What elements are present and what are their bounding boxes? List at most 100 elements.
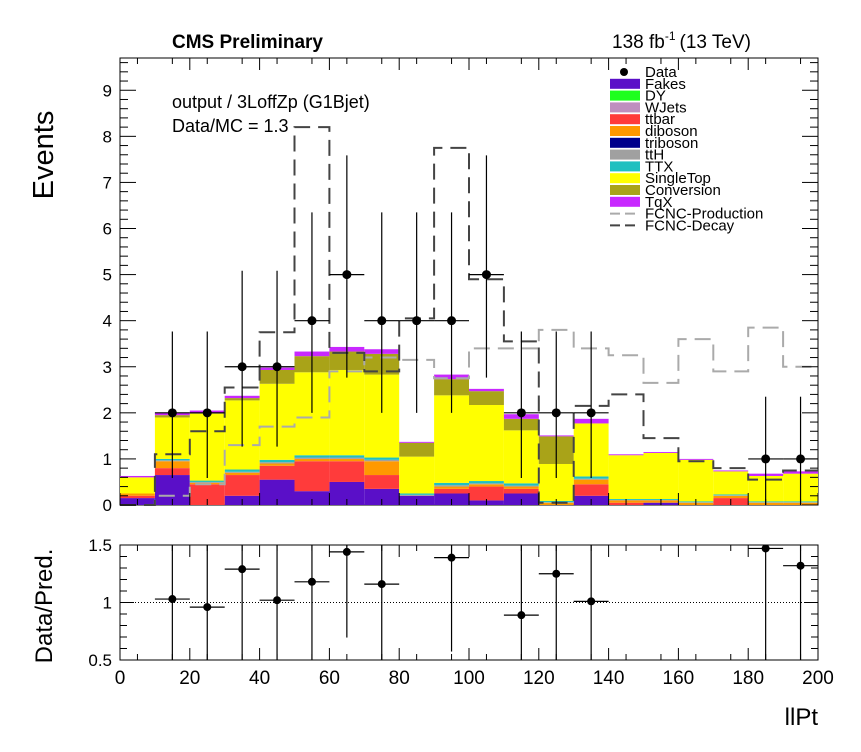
y-tick-label-3: 3	[103, 358, 112, 377]
stack-bar-tth-8	[399, 494, 435, 496]
stack-bar-ttx-4	[259, 459, 295, 463]
y-tick-label-6: 6	[103, 220, 112, 239]
data-point-10	[516, 408, 526, 418]
stack-bar-ttbar-4	[259, 465, 295, 480]
data-point-7	[412, 316, 422, 326]
legend-label-data: Data	[645, 64, 677, 81]
legend-label-fakes: Fakes	[645, 76, 686, 93]
stack-bar-ttx-7	[364, 457, 400, 460]
stack-bar-singletop-0	[120, 477, 155, 494]
x-tick-label-100: 100	[453, 668, 485, 689]
x-axis-label: llPt	[785, 704, 819, 731]
stack-bar-tth-6	[329, 457, 365, 459]
legend: DataFakesDYWJetsttbardibosontribosonttHT…	[610, 64, 763, 234]
stack-bar-fakes-6	[329, 481, 365, 505]
ratio-point-8	[517, 611, 526, 620]
data-layer	[154, 155, 818, 505]
stack-bar-ttbar-11	[503, 488, 539, 494]
legend-marker-conversion	[610, 185, 640, 195]
stack-bar-ttx-6	[329, 455, 365, 458]
ratio-y-tick-label-1.5: 1.5	[88, 536, 112, 555]
x-tick-label-20: 20	[179, 668, 200, 689]
stack-bar-singletop-14	[608, 455, 644, 500]
ratio-y-tick-label-0.5: 0.5	[88, 651, 112, 670]
data-point-1	[202, 408, 212, 418]
data-point-5	[342, 270, 352, 280]
data-point-13	[761, 454, 771, 464]
y-tick-label-2: 2	[103, 404, 112, 423]
stack-bar-ttx-17	[713, 494, 749, 496]
signal-line-fcnc-decay	[120, 126, 818, 506]
stack-bar-tth-4	[259, 462, 295, 464]
stack-bar-ttx-5	[294, 455, 330, 458]
stack-bar-ttx-3	[224, 469, 260, 472]
stack-bar-tqx-17	[713, 470, 749, 472]
legend-marker-tqx	[610, 196, 640, 207]
y-tick-label-8: 8	[103, 127, 112, 146]
signal-line-fcnc-production	[120, 326, 818, 506]
stack-bar-diboson-17	[713, 495, 749, 499]
stack-bar-singletop-10	[469, 405, 504, 482]
stack-bar-ttbar-13	[573, 484, 609, 496]
stack-bar-singletop-8	[399, 456, 435, 494]
stack-bar-ttx-8	[399, 493, 435, 495]
data-point-0	[167, 408, 177, 418]
signal-layer	[120, 126, 818, 506]
legend-marker-dy	[610, 90, 640, 101]
stack-bar-tth-3	[224, 471, 260, 473]
data-mc-label: Data/MC = 1.3	[172, 116, 289, 136]
stack-bar-ttbar-0	[120, 495, 155, 499]
x-tick-label-120: 120	[523, 668, 555, 689]
stack-bar-diboson-11	[503, 486, 539, 489]
stack-bar-tqx-8	[399, 441, 435, 443]
legend-marker-diboson	[610, 126, 640, 136]
y-tick-label-9: 9	[103, 81, 112, 100]
legend-marker-ttx	[610, 161, 640, 172]
y-tick-label-0: 0	[103, 496, 112, 515]
ratio-point-4	[307, 577, 316, 586]
x-tick-label-60: 60	[319, 668, 340, 689]
x-tick-label-200: 200	[802, 668, 834, 689]
data-point-2	[237, 362, 247, 372]
experiment-label: CMS Preliminary	[172, 32, 323, 53]
stack-bar-diboson-9	[434, 486, 469, 489]
stack-bar-ttbar-6	[329, 461, 365, 482]
main-plot-panel: 0 1 2 3 4 5 6 7 8 9 output / 3LoffZp (G1Bjet) Dat…	[28, 57, 819, 515]
stack-bar-singletop-17	[713, 471, 749, 495]
stack-bar-diboson-7	[364, 461, 400, 476]
stack-bar-tth-5	[294, 457, 330, 459]
stack-bar-conversion-8	[399, 442, 435, 457]
stack-bar-diboson-13	[573, 479, 609, 485]
legend-label-fcnc-decay: FCNC-Decay	[645, 217, 735, 234]
y-axis-label: Events	[28, 111, 60, 200]
y-tick-label-5: 5	[103, 266, 112, 285]
main-axes: 0 1 2 3 4 5 6 7 8 9	[103, 58, 819, 515]
legend-marker-data	[620, 68, 628, 76]
legend-label-tqx: TqX	[645, 194, 673, 211]
data-point-8	[447, 316, 457, 326]
legend-label-triboson: triboson	[645, 135, 698, 152]
stack-bar-diboson-6	[329, 458, 365, 462]
region-label: output / 3LoffZp (G1Bjet)	[172, 92, 370, 112]
stack-bar-ttx-11	[503, 483, 539, 486]
legend-label-conversion: Conversion	[645, 182, 721, 199]
stack-bar-tqx-14	[608, 454, 644, 456]
data-point-4	[307, 316, 317, 326]
ratio-point-10	[587, 597, 596, 606]
legend-label-tth: ttH	[645, 147, 664, 164]
stack-bar-tqx-16	[678, 458, 714, 460]
x-tick-label-140: 140	[593, 668, 625, 689]
ratio-layer	[120, 544, 818, 660]
stack-bar-ttx-10	[469, 481, 504, 484]
stack-bar-tth-10	[469, 483, 504, 485]
ratio-point-6	[377, 580, 386, 589]
data-point-12	[586, 408, 596, 418]
stack-bar-diboson-5	[294, 458, 330, 462]
y-tick-label-4: 4	[103, 312, 112, 331]
ratio-y-axis-label: Data/Pred.	[31, 549, 58, 664]
ratio-point-5	[342, 547, 351, 556]
ratio-point-7	[447, 553, 456, 562]
y-tick-label-1: 1	[103, 450, 112, 469]
legend-marker-fakes	[610, 78, 640, 89]
